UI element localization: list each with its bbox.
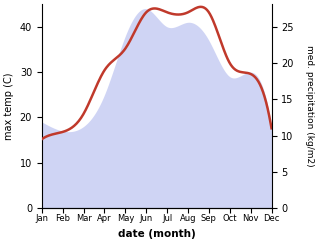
Y-axis label: med. precipitation (kg/m2): med. precipitation (kg/m2) <box>305 45 314 167</box>
X-axis label: date (month): date (month) <box>118 229 196 239</box>
Y-axis label: max temp (C): max temp (C) <box>4 72 14 140</box>
